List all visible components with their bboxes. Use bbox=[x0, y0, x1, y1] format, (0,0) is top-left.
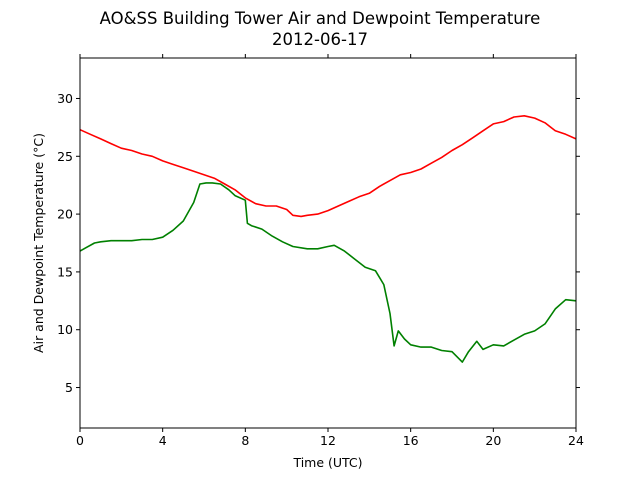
y-tick-label: 10 bbox=[57, 322, 73, 337]
x-tick-label: 8 bbox=[241, 433, 249, 448]
y-tick-label: 20 bbox=[57, 207, 73, 222]
y-tick-label: 5 bbox=[65, 380, 73, 395]
x-axis-label: Time (UTC) bbox=[292, 455, 362, 470]
x-tick-label: 16 bbox=[403, 433, 419, 448]
y-axis-label: Air and Dewpoint Temperature (°C) bbox=[31, 133, 46, 353]
plot-frame bbox=[79, 57, 577, 429]
y-tick-label: 25 bbox=[57, 149, 73, 164]
x-tick-label: 24 bbox=[568, 433, 584, 448]
x-tick-label: 0 bbox=[76, 433, 84, 448]
y-tick-label: 15 bbox=[57, 264, 73, 279]
chart-title: AO&SS Building Tower Air and Dewpoint Te… bbox=[100, 9, 541, 28]
axis-layer: 0 4 8 12 16 20 24 5 10 15 20 25 30 bbox=[57, 54, 584, 448]
y-tick-label: 30 bbox=[57, 91, 73, 106]
x-tick-label: 20 bbox=[485, 433, 501, 448]
x-tick-label: 12 bbox=[320, 433, 336, 448]
x-tick-label: 4 bbox=[159, 433, 167, 448]
series-line-0 bbox=[79, 115, 577, 218]
series-layer bbox=[79, 115, 577, 363]
chart-subtitle: 2012-06-17 bbox=[272, 30, 368, 49]
series-line-1 bbox=[79, 182, 577, 363]
